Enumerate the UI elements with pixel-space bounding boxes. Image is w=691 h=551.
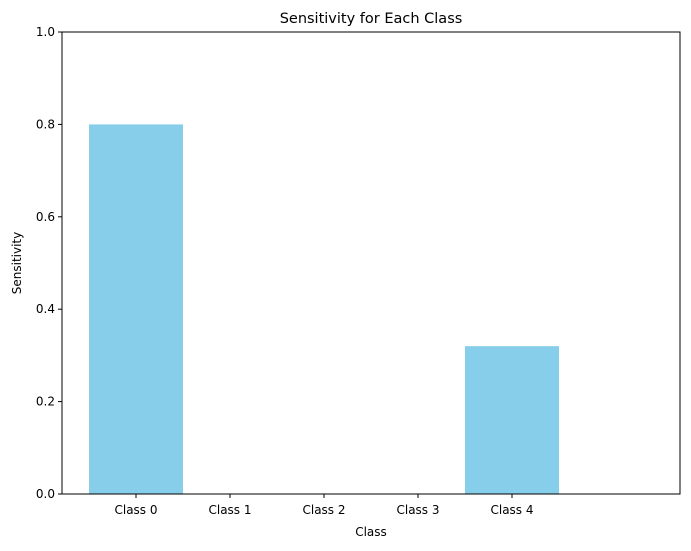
bar-class-0 (89, 124, 183, 495)
bar-class-4 (465, 346, 559, 494)
x-tick-label: Class 4 (490, 503, 533, 517)
y-tick-label: 0.6 (36, 210, 55, 224)
y-axis-label: Sensitivity (10, 232, 24, 294)
y-tick-label: 0.2 (36, 395, 55, 409)
y-tick-label: 1.0 (36, 25, 55, 39)
chart-title: Sensitivity for Each Class (280, 11, 463, 27)
x-tick-label: Class 2 (302, 503, 345, 517)
plot-frame (61, 31, 681, 495)
x-tick-label: Class 3 (396, 503, 439, 517)
bars-group (89, 124, 559, 495)
y-axis-ticks: 0.0 0.2 0.4 0.6 0.8 1.0 (36, 25, 62, 501)
x-tick-label: Class 0 (114, 503, 157, 517)
y-tick-label: 0.4 (36, 302, 55, 316)
x-tick-label: Class 1 (208, 503, 251, 517)
x-axis-ticks: Class 0 Class 1 Class 2 Class 3 Class 4 (114, 494, 534, 517)
x-axis-label: Class (355, 525, 387, 539)
y-tick-label: 0.0 (36, 487, 55, 501)
y-tick-label: 0.8 (36, 117, 55, 131)
